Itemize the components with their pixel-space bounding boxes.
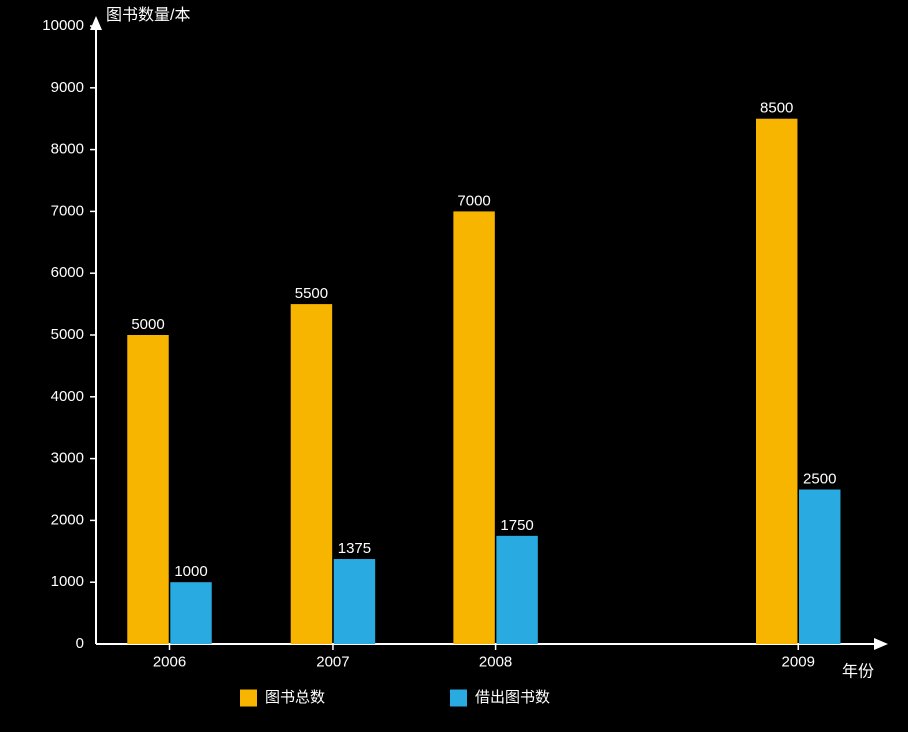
legend-label: 借出图书数: [475, 689, 550, 706]
y-tick-label: 0: [76, 635, 84, 652]
y-axis-label: 图书数量/本: [106, 6, 190, 24]
y-tick-label: 4000: [51, 388, 84, 405]
y-tick-label: 9000: [51, 79, 84, 96]
bar-value-label: 7000: [457, 192, 490, 209]
bar: [453, 211, 494, 644]
bar-value-label: 5500: [295, 285, 328, 302]
y-tick-label: 10000: [42, 17, 84, 34]
bar-value-label: 1000: [174, 563, 207, 580]
bar: [127, 335, 168, 644]
bar-value-label: 1750: [500, 517, 533, 534]
bar-chart: 0 1000 2000 3000 4000 5000 6000 7000 8000 9000 100…: [0, 0, 908, 732]
x-tick-label: 2008: [479, 653, 512, 670]
x-tick-label: 2009: [782, 653, 815, 670]
bar: [799, 490, 840, 645]
bar-value-label: 2500: [803, 471, 836, 488]
y-tick-label: 2000: [51, 511, 84, 528]
bar: [334, 559, 375, 644]
bar-value-label: 5000: [131, 316, 164, 333]
legend-swatch: [240, 690, 257, 707]
chart-container: 0 1000 2000 3000 4000 5000 6000 7000 8000 9000 100…: [0, 0, 908, 732]
bar: [496, 536, 537, 644]
x-axis-label: 年份: [842, 662, 874, 680]
x-tick-label: 2007: [316, 653, 349, 670]
bar: [291, 304, 332, 644]
bar: [756, 119, 797, 644]
legend-label: 图书总数: [265, 689, 325, 706]
x-tick-label: 2006: [153, 653, 186, 670]
legend-swatch: [450, 690, 467, 707]
y-tick-label: 5000: [51, 326, 84, 343]
y-tick-label: 1000: [51, 573, 84, 590]
bar-value-label: 8500: [760, 100, 793, 117]
y-tick-label: 8000: [51, 141, 84, 158]
bar-value-label: 1375: [338, 540, 371, 557]
y-tick-label: 6000: [51, 264, 84, 281]
bar: [170, 582, 211, 644]
y-tick-label: 3000: [51, 450, 84, 467]
y-tick-label: 7000: [51, 202, 84, 219]
